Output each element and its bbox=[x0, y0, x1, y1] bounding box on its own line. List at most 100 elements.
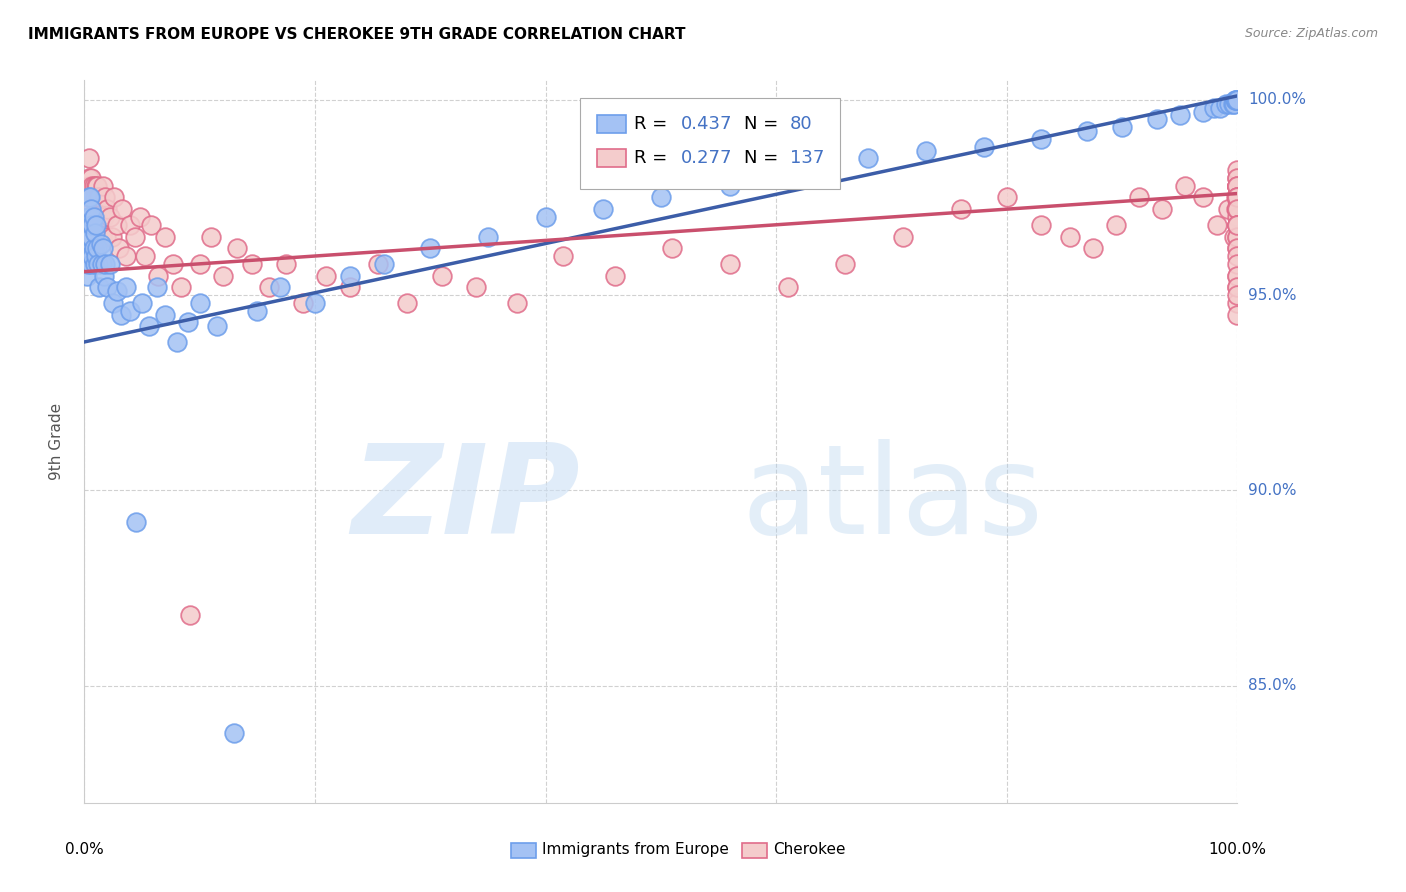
Point bbox=[477, 229, 499, 244]
Point bbox=[205, 319, 228, 334]
Point bbox=[170, 280, 193, 294]
Point bbox=[891, 229, 914, 244]
Point bbox=[105, 284, 128, 298]
Point bbox=[246, 303, 269, 318]
Point bbox=[1226, 190, 1249, 204]
FancyBboxPatch shape bbox=[741, 843, 766, 858]
Text: IMMIGRANTS FROM EUROPE VS CHEROKEE 9TH GRADE CORRELATION CHART: IMMIGRANTS FROM EUROPE VS CHEROKEE 9TH G… bbox=[28, 27, 686, 42]
FancyBboxPatch shape bbox=[598, 149, 626, 168]
Point bbox=[79, 202, 101, 216]
Point bbox=[1226, 170, 1249, 185]
Point bbox=[430, 268, 453, 283]
Text: 100.0%: 100.0% bbox=[1249, 92, 1306, 107]
Point bbox=[83, 218, 105, 232]
Text: R =: R = bbox=[634, 115, 668, 133]
Text: atlas: atlas bbox=[741, 439, 1043, 560]
Point bbox=[98, 210, 121, 224]
Point bbox=[1031, 218, 1053, 232]
Point bbox=[111, 202, 134, 216]
Point bbox=[83, 210, 105, 224]
Point bbox=[339, 280, 361, 294]
Text: N =: N = bbox=[744, 115, 778, 133]
Point bbox=[304, 296, 326, 310]
Point bbox=[79, 178, 101, 193]
Point bbox=[1226, 229, 1249, 244]
Point bbox=[93, 210, 115, 224]
Point bbox=[83, 226, 105, 240]
Point bbox=[1226, 229, 1249, 244]
Point bbox=[96, 229, 118, 244]
Point bbox=[1225, 93, 1247, 107]
Point bbox=[269, 280, 291, 294]
Text: R =: R = bbox=[634, 149, 668, 168]
Point bbox=[1209, 101, 1232, 115]
Point bbox=[96, 280, 118, 294]
Point bbox=[1223, 93, 1246, 107]
Point bbox=[128, 210, 150, 224]
Point bbox=[90, 229, 112, 244]
Point bbox=[1226, 178, 1249, 193]
Point bbox=[94, 257, 117, 271]
Point bbox=[87, 257, 110, 271]
Point bbox=[87, 229, 110, 244]
Point bbox=[89, 237, 111, 252]
Point bbox=[80, 170, 103, 185]
Y-axis label: 9th Grade: 9th Grade bbox=[49, 403, 63, 480]
Point bbox=[82, 229, 104, 244]
Point bbox=[76, 268, 98, 283]
Point bbox=[1226, 288, 1249, 302]
Point bbox=[153, 229, 176, 244]
Point bbox=[103, 190, 125, 204]
Point bbox=[1225, 190, 1247, 204]
Point bbox=[776, 280, 799, 294]
Text: 85.0%: 85.0% bbox=[1249, 678, 1296, 693]
Text: 95.0%: 95.0% bbox=[1249, 287, 1296, 302]
Point bbox=[179, 608, 201, 623]
Point bbox=[131, 296, 153, 310]
Point bbox=[1226, 93, 1249, 107]
Point bbox=[80, 190, 103, 204]
Point bbox=[1226, 257, 1249, 271]
Point bbox=[83, 241, 105, 255]
Point bbox=[76, 257, 98, 271]
Point bbox=[91, 178, 114, 193]
Point bbox=[166, 334, 188, 349]
Point bbox=[257, 280, 280, 294]
Point bbox=[1218, 96, 1240, 111]
Point bbox=[77, 170, 100, 185]
Point bbox=[276, 257, 298, 271]
Point bbox=[84, 178, 107, 193]
Point bbox=[1226, 178, 1249, 193]
Point bbox=[89, 218, 111, 232]
Point bbox=[603, 268, 626, 283]
FancyBboxPatch shape bbox=[510, 843, 536, 858]
Point bbox=[419, 241, 441, 255]
Point bbox=[83, 241, 105, 255]
Point bbox=[84, 218, 107, 232]
Point bbox=[1031, 132, 1053, 146]
Point bbox=[76, 237, 98, 252]
Point bbox=[224, 725, 246, 739]
Point bbox=[79, 229, 101, 244]
Point bbox=[76, 202, 98, 216]
Point bbox=[79, 210, 101, 224]
Point bbox=[124, 229, 146, 244]
Point bbox=[1226, 190, 1249, 204]
Point bbox=[373, 257, 395, 271]
Point bbox=[650, 190, 672, 204]
Point bbox=[1226, 241, 1249, 255]
Text: ZIP: ZIP bbox=[352, 439, 581, 560]
Point bbox=[83, 178, 105, 193]
Point bbox=[787, 163, 810, 178]
Point bbox=[1216, 202, 1239, 216]
Point bbox=[162, 257, 184, 271]
Point bbox=[76, 210, 98, 224]
Point bbox=[225, 241, 247, 255]
Point bbox=[200, 229, 222, 244]
Point bbox=[973, 139, 995, 153]
Point bbox=[76, 229, 98, 244]
Point bbox=[1226, 218, 1249, 232]
Point bbox=[915, 144, 938, 158]
Point bbox=[592, 202, 614, 216]
Point bbox=[718, 257, 741, 271]
